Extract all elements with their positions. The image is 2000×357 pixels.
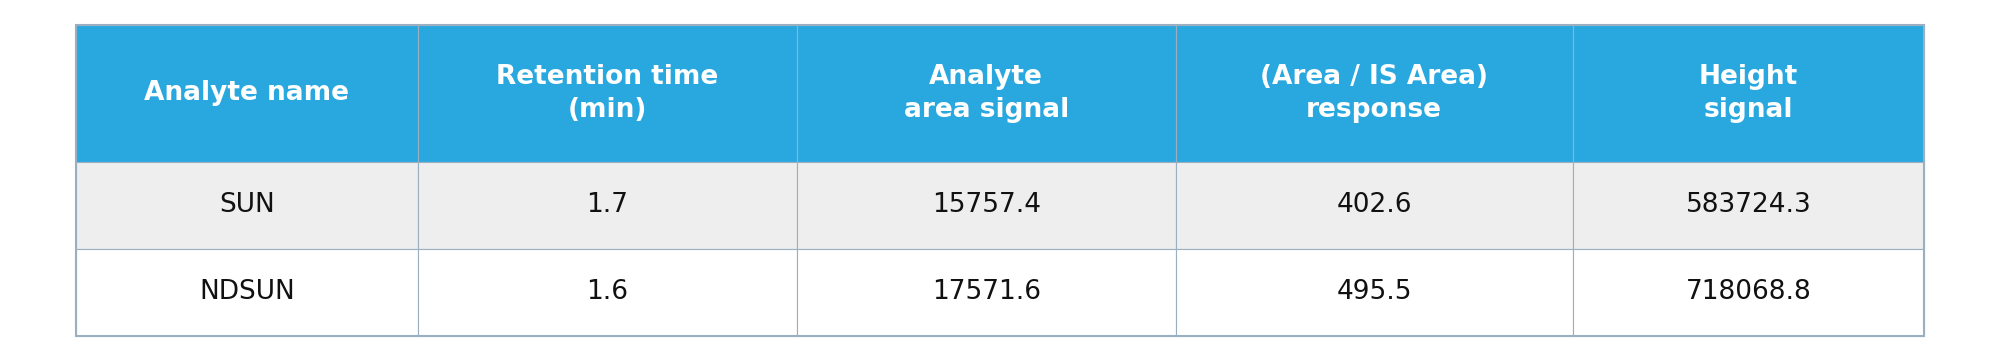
Text: 495.5: 495.5: [1336, 279, 1412, 305]
Text: 1.6: 1.6: [586, 279, 628, 305]
Bar: [796, 162, 1176, 248]
Bar: [796, 248, 1176, 336]
Text: Height
signal: Height signal: [1698, 64, 1798, 123]
Text: Analyte
area signal: Analyte area signal: [904, 64, 1068, 123]
Text: 17571.6: 17571.6: [932, 279, 1040, 305]
Text: Analyte name: Analyte name: [144, 80, 350, 106]
Bar: [76, 25, 1924, 336]
Bar: [1176, 25, 1572, 162]
Text: NDSUN: NDSUN: [200, 279, 294, 305]
Text: 718068.8: 718068.8: [1686, 279, 1812, 305]
Text: Retention time
(min): Retention time (min): [496, 64, 718, 123]
Bar: [1572, 25, 1924, 162]
Bar: [796, 25, 1176, 162]
Bar: [1176, 248, 1572, 336]
Bar: [76, 25, 418, 162]
Text: SUN: SUN: [220, 192, 274, 218]
Bar: [418, 162, 796, 248]
Bar: [76, 162, 418, 248]
Text: 402.6: 402.6: [1336, 192, 1412, 218]
Bar: [418, 25, 796, 162]
Bar: [418, 248, 796, 336]
Bar: [76, 248, 418, 336]
Bar: [1572, 248, 1924, 336]
Text: (Area / IS Area)
response: (Area / IS Area) response: [1260, 64, 1488, 123]
Text: 15757.4: 15757.4: [932, 192, 1040, 218]
Text: 583724.3: 583724.3: [1686, 192, 1812, 218]
Bar: [1572, 162, 1924, 248]
Text: 1.7: 1.7: [586, 192, 628, 218]
Bar: [1176, 162, 1572, 248]
